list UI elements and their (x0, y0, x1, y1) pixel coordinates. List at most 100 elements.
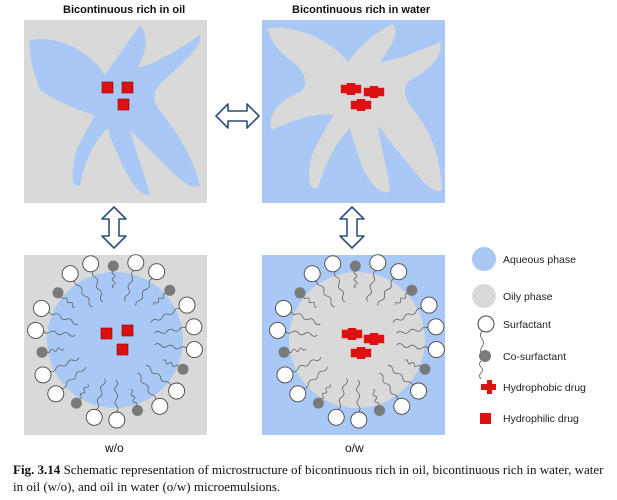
legend: Aqueous phase Oily phase Surfactant Co-s… (472, 247, 586, 425)
cosurfactant-head (107, 260, 119, 272)
surfactant-tail (377, 278, 395, 306)
cosurfactant-tail (162, 359, 179, 368)
double-arrow-vertical-left (101, 206, 127, 249)
surfactant-head (324, 255, 342, 273)
hydrophilic-drug (121, 324, 134, 337)
panel-title-water-rich: Bicontinuous rich in water (292, 4, 431, 16)
cosurfactant-tail (395, 293, 409, 306)
legend-hydrophilic-icon (480, 413, 491, 424)
legend-surfactant-head (477, 315, 495, 333)
surfactant-head (148, 263, 166, 281)
hydrophilic-drug (116, 343, 129, 356)
panel-bicontinuous-water (262, 20, 445, 203)
legend-surfactant-tail (480, 330, 484, 356)
surfactant-head (151, 397, 169, 415)
surfactant-head (327, 408, 345, 426)
surfactant-head (269, 321, 287, 339)
cosurfactant-tail (61, 295, 76, 308)
cosurfactant-head (164, 284, 176, 296)
hydrophobic-drug (363, 86, 385, 99)
surfactant-head (390, 263, 408, 281)
cosurfactant-head (406, 284, 418, 296)
surfactant-tail (135, 278, 153, 306)
surfactant-tail (92, 271, 104, 303)
hydrophilic-drug (121, 81, 134, 94)
surfactant-head (393, 397, 411, 415)
surfactant-tail (303, 366, 328, 389)
hydrophilic-drug (101, 81, 114, 94)
hydrophilic-drug (100, 327, 113, 340)
surfactant-tail (356, 379, 361, 413)
surfactant-tail (43, 330, 76, 337)
legend-hydrophobic-icon (481, 380, 496, 394)
surfactant-head (185, 341, 203, 359)
surfactant-head (276, 366, 294, 384)
cosurfactant-head (36, 346, 48, 358)
surfactant-tail (387, 365, 413, 386)
hydrophobic-drug (350, 347, 372, 359)
surfactant-head (127, 254, 145, 272)
double-arrow-vertical-right (339, 206, 365, 249)
cosurfactant-tail (353, 270, 358, 289)
surfactant-head (82, 255, 100, 273)
surfactant-tail (124, 270, 134, 302)
aqueous-droplet (47, 272, 183, 408)
cosurfactant-tail (404, 359, 421, 368)
surfactant-head (61, 265, 79, 283)
cosurfactant-tail (288, 347, 307, 353)
cosurfactant-head (312, 397, 324, 409)
surfactant-tail (137, 372, 156, 400)
panel-bicontinuous-oil (24, 20, 207, 203)
cosurfactant-head (70, 397, 82, 409)
surfactant-tail (290, 311, 321, 325)
oil-droplet (289, 272, 425, 408)
surfactant-tail (392, 307, 422, 323)
surfactant-head (289, 385, 307, 403)
aqueous-channels (29, 25, 201, 196)
cosurfactant-tail (303, 295, 318, 308)
cosurfactant-head (278, 346, 290, 358)
cosurfactant-tail (111, 270, 116, 289)
cosurfactant-tail (372, 389, 380, 406)
hydrophobic-drug (363, 333, 385, 345)
surfactant-tail (154, 343, 187, 350)
cosurfactant-head (349, 260, 361, 272)
surfactant-head (108, 411, 126, 429)
panel-title-oil-rich: Bicontinuous rich in oil (63, 4, 186, 16)
surfactant-head (34, 366, 52, 384)
surfactant-tail (316, 280, 335, 308)
microemulsion-diagram: Aqueous phase Oily phase Surfactant Co-s… (24, 20, 586, 435)
legend-aqueous-label: Aqueous phase (503, 254, 576, 266)
surfactant-tail (285, 330, 318, 337)
cosurfactant-tail (153, 293, 167, 306)
legend-oily-swatch (472, 284, 496, 308)
panel-label-wo: w/o (105, 441, 124, 455)
surfactant-tail (366, 270, 376, 302)
cosurfactant-head (294, 287, 306, 299)
figure-number: Fig. 3.14 (13, 462, 61, 477)
cosurfactant-tail (130, 389, 138, 406)
surfactant-tail (48, 311, 79, 325)
figure-caption-text: Schematic representation of microstructu… (13, 462, 604, 494)
surfactant-tail (74, 280, 93, 308)
cosurfactant-tail (46, 347, 65, 353)
hydrophobic-drug (350, 99, 372, 112)
double-arrow-horizontal (215, 103, 260, 129)
surfactant-tail (396, 326, 429, 334)
legend-hydrophobic-label: Hydrophobic drug (503, 382, 586, 394)
surfactant-tail (145, 365, 171, 386)
legend-hydrophilic-label: Hydrophilic drug (503, 413, 579, 425)
surfactant-head (168, 382, 186, 400)
surfactant-tail (334, 271, 346, 303)
panel-label-ow: o/w (345, 441, 364, 455)
cosurfactant-tail (78, 384, 89, 400)
surfactant-head (178, 296, 196, 314)
surfactant-head (420, 296, 438, 314)
surfactant-head (427, 341, 445, 359)
surfactant-head (369, 254, 387, 272)
surfactant-tail (292, 357, 322, 373)
legend-aqueous-swatch (472, 247, 496, 271)
cosurfactant-head (52, 287, 64, 299)
legend-cosurfactant-head (479, 350, 491, 362)
legend-surfactant-label: Surfactant (503, 319, 551, 331)
